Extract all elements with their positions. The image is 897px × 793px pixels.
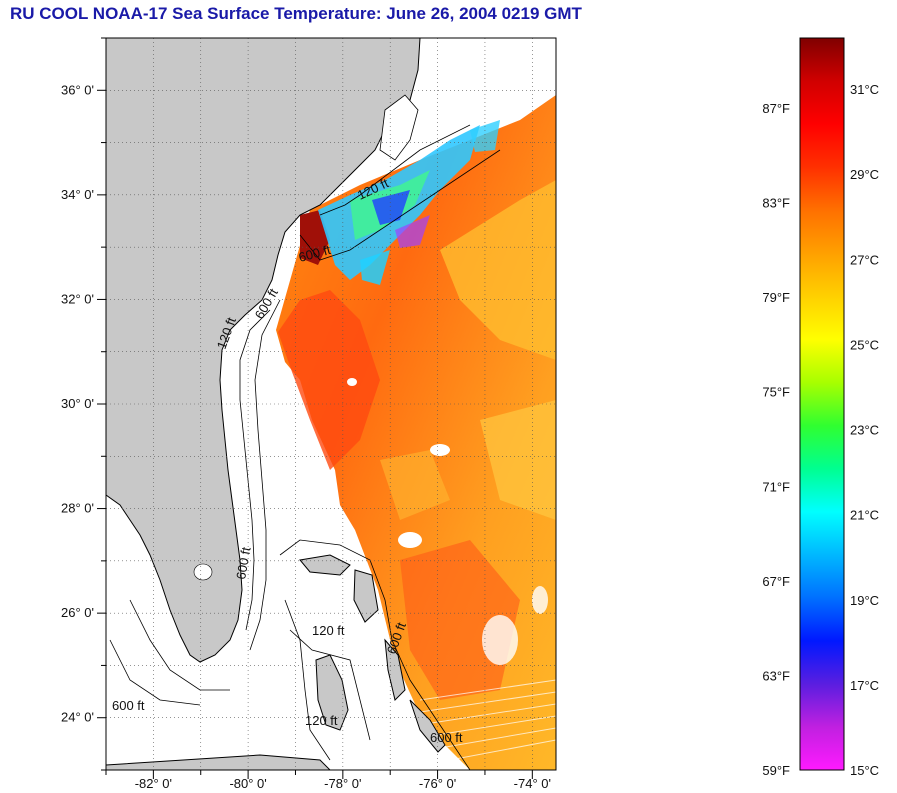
lon-tick-label: -82° 0' xyxy=(135,776,172,791)
cloud-gap xyxy=(398,532,422,548)
cloud-gap xyxy=(482,615,518,665)
land-exumas xyxy=(409,699,446,753)
graticule xyxy=(106,38,556,770)
isobath-contours xyxy=(109,124,501,770)
cloud-gap xyxy=(532,586,548,614)
lat-tick-label: 36° 0' xyxy=(61,82,94,97)
contour-label: 600 ft xyxy=(233,546,253,581)
lat-tick-label: 28° 0' xyxy=(61,501,94,516)
colorbar: 31°C 29°C 27°C 25°C 23°C 21°C 19°C 17°C 15°C 87°F… xyxy=(762,37,879,778)
colorbar-labels: 31°C 29°C 27°C 25°C 23°C 21°C 19°C 17°C 15°C 87°F… xyxy=(762,82,879,778)
contour-label: 600 ft xyxy=(112,698,145,713)
colorbar-fahrenheit-label: 59°F xyxy=(762,763,790,778)
lat-tick-label: 30° 0' xyxy=(61,396,94,411)
sst-cold-band xyxy=(395,215,430,248)
colorbar-celsius-label: 29°C xyxy=(850,167,879,182)
land-grand-bahama xyxy=(299,554,351,576)
colorbar-fahrenheit-label: 87°F xyxy=(762,101,790,116)
colorbar-fahrenheit-label: 75°F xyxy=(762,385,790,400)
colorbar-fahrenheit-label: 67°F xyxy=(762,574,790,589)
lat-tick-label: 26° 0' xyxy=(61,605,94,620)
land-andros xyxy=(315,654,349,731)
lon-tick-label: -74° 0' xyxy=(514,776,551,791)
sst-yellow-patch xyxy=(480,400,556,520)
colorbar-fahrenheit-label: 71°F xyxy=(762,479,790,494)
lon-tick-label: -78° 0' xyxy=(324,776,361,791)
axis-ticks: 36° 0' 34° 0' 32° 0' 30° 0' 28° 0' 26° 0' 24° … xyxy=(61,37,551,791)
sst-cold-band xyxy=(360,250,390,285)
colorbar-celsius-label: 25°C xyxy=(850,337,879,352)
cloud-gap xyxy=(430,444,450,456)
lon-tick-label: -80° 0' xyxy=(229,776,266,791)
colorbar-celsius-label: 23°C xyxy=(850,423,879,438)
page-title: RU COOL NOAA-17 Sea Surface Temperature:… xyxy=(10,4,582,23)
colorbar-fahrenheit-label: 79°F xyxy=(762,290,790,305)
contour-label: 120 ft xyxy=(312,623,345,638)
contour-label: 120 ft xyxy=(305,713,338,728)
colorbar-celsius-label: 21°C xyxy=(850,508,879,523)
colorbar-fahrenheit-label: 83°F xyxy=(762,196,790,211)
sound-water xyxy=(379,94,419,161)
lat-tick-label: 24° 0' xyxy=(61,710,94,725)
colorbar-bar xyxy=(799,37,845,771)
map-area[interactable]: 120 ft 600 ft 600 ft 120 ft 600 ft 600 f… xyxy=(106,38,556,770)
cloud-gap xyxy=(347,378,357,386)
colorbar-fahrenheit-label: 63°F xyxy=(762,668,790,683)
lon-tick-label: -76° 0' xyxy=(419,776,456,791)
colorbar-celsius-label: 17°C xyxy=(850,678,879,693)
colorbar-celsius-label: 19°C xyxy=(850,593,879,608)
lat-tick-label: 32° 0' xyxy=(61,291,94,306)
scan-lines xyxy=(419,679,556,761)
colorbar-celsius-label: 27°C xyxy=(850,252,879,267)
land-cuba xyxy=(106,754,331,770)
sst-warm-patch xyxy=(278,290,380,470)
land-abaco xyxy=(353,569,379,623)
colorbar-celsius-label: 15°C xyxy=(850,763,879,778)
sst-cold-band xyxy=(470,120,500,152)
sst-yellow-patch xyxy=(380,450,450,520)
land-us-mainland xyxy=(106,38,421,663)
lake-okeechobee xyxy=(193,563,213,581)
colorbar-celsius-label: 31°C xyxy=(850,82,879,97)
lat-tick-label: 34° 0' xyxy=(61,187,94,202)
sst-yellow-patch xyxy=(440,180,556,360)
contour-label: 600 ft xyxy=(430,730,463,745)
